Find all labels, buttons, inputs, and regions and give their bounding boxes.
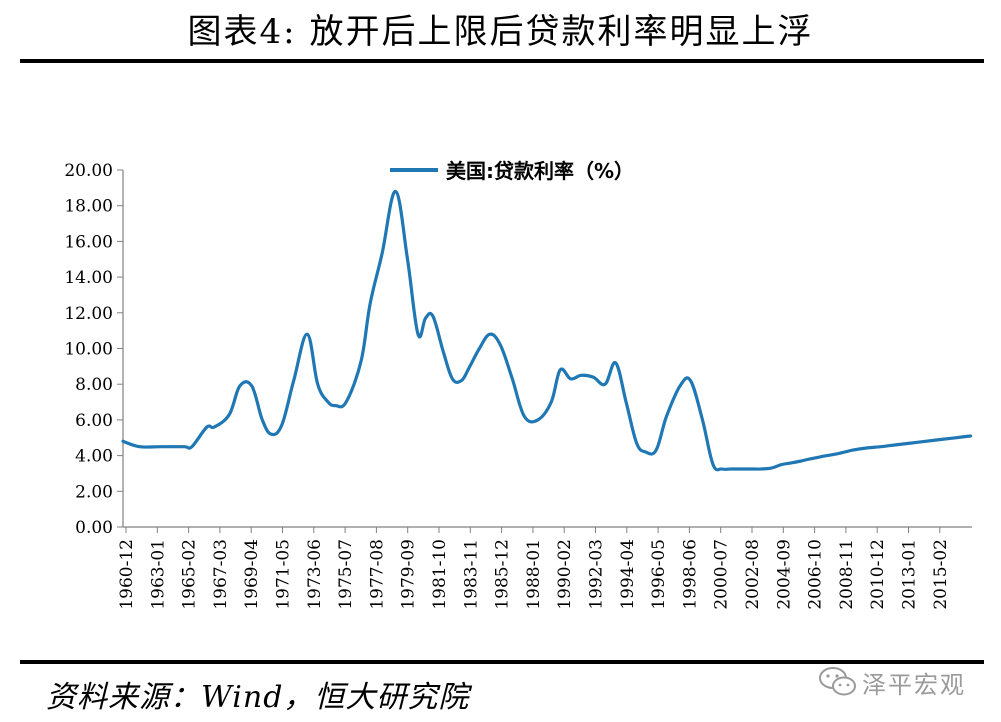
x-tick-label: 2013-01 bbox=[900, 539, 920, 610]
x-tick-label: 2015-02 bbox=[931, 539, 951, 610]
y-tick-label: 16.00 bbox=[64, 232, 113, 252]
y-tick-label: 4.00 bbox=[75, 447, 113, 467]
x-tick-label: 1965-02 bbox=[180, 539, 200, 610]
x-tick-label: 1992-03 bbox=[587, 539, 607, 610]
y-axis-ticks: 0.00 2.00 4.00 6.00 8.00 10.00 12.00 14.00 16.00… bbox=[64, 161, 123, 538]
x-tick-label: 2002-08 bbox=[743, 539, 763, 610]
x-tick-label: 2010-12 bbox=[868, 539, 888, 610]
x-tick-label: 1973-06 bbox=[305, 539, 325, 610]
x-tick-label: 1967-03 bbox=[211, 539, 231, 610]
wechat-icon bbox=[819, 667, 856, 696]
y-tick-label: 0.00 bbox=[75, 518, 113, 538]
x-tick-label: 1983-11 bbox=[461, 539, 481, 610]
y-tick-label: 8.00 bbox=[75, 375, 113, 395]
top-rule bbox=[20, 59, 984, 63]
y-tick-label: 2.00 bbox=[75, 482, 113, 502]
y-tick-label: 12.00 bbox=[64, 304, 113, 324]
y-tick-label: 10.00 bbox=[64, 340, 113, 360]
chart-axes bbox=[122, 170, 972, 528]
x-tick-label: 1979-09 bbox=[399, 539, 419, 610]
y-tick-label: 14.00 bbox=[64, 268, 113, 288]
x-tick-label: 1977-08 bbox=[367, 539, 387, 610]
series-line bbox=[121, 189, 973, 472]
x-tick-label: 1985-12 bbox=[493, 539, 513, 610]
chart-title: 图表4: 放开后上限后贷款利率明显上浮 bbox=[187, 12, 814, 52]
x-tick-label: 1981-10 bbox=[430, 539, 450, 610]
chart-legend: 美国:贷款利率（%） bbox=[390, 159, 634, 183]
y-tick-label: 20.00 bbox=[64, 161, 113, 181]
legend-label: 美国:贷款利率（%） bbox=[446, 159, 634, 183]
x-axis-ticks: 1960-12 1963-01 1965-02 1967-03 1969-04 1971-… bbox=[117, 527, 951, 610]
x-tick-label: 2000-07 bbox=[712, 539, 732, 610]
x-tick-label: 1990-02 bbox=[555, 539, 575, 610]
x-tick-label: 2004-09 bbox=[774, 539, 794, 610]
x-tick-label: 1988-01 bbox=[524, 539, 544, 610]
watermark-text: 泽平宏观 bbox=[862, 670, 966, 699]
series-group bbox=[121, 189, 973, 472]
x-tick-label: 2008-11 bbox=[837, 539, 857, 610]
y-tick-label: 18.00 bbox=[64, 197, 113, 217]
bottom-rule bbox=[20, 660, 984, 664]
line-chart: 0.00 2.00 4.00 6.00 8.00 10.00 12.00 14.00 16.00… bbox=[64, 159, 973, 610]
x-tick-label: 1994-04 bbox=[618, 539, 638, 610]
x-tick-label: 1996-05 bbox=[649, 539, 669, 610]
source-note: 资料来源：Wind，恒大研究院 bbox=[46, 680, 470, 715]
x-tick-label: 1969-04 bbox=[242, 539, 262, 610]
y-tick-label: 6.00 bbox=[75, 411, 113, 431]
x-tick-label: 2006-10 bbox=[806, 539, 826, 610]
x-tick-label: 1960-12 bbox=[117, 539, 137, 610]
x-tick-label: 1971-05 bbox=[274, 539, 294, 610]
watermark: 泽平宏观 bbox=[818, 662, 966, 702]
x-tick-label: 1975-07 bbox=[336, 539, 356, 610]
x-tick-label: 1963-01 bbox=[148, 539, 168, 610]
x-tick-label: 1998-06 bbox=[680, 539, 700, 610]
